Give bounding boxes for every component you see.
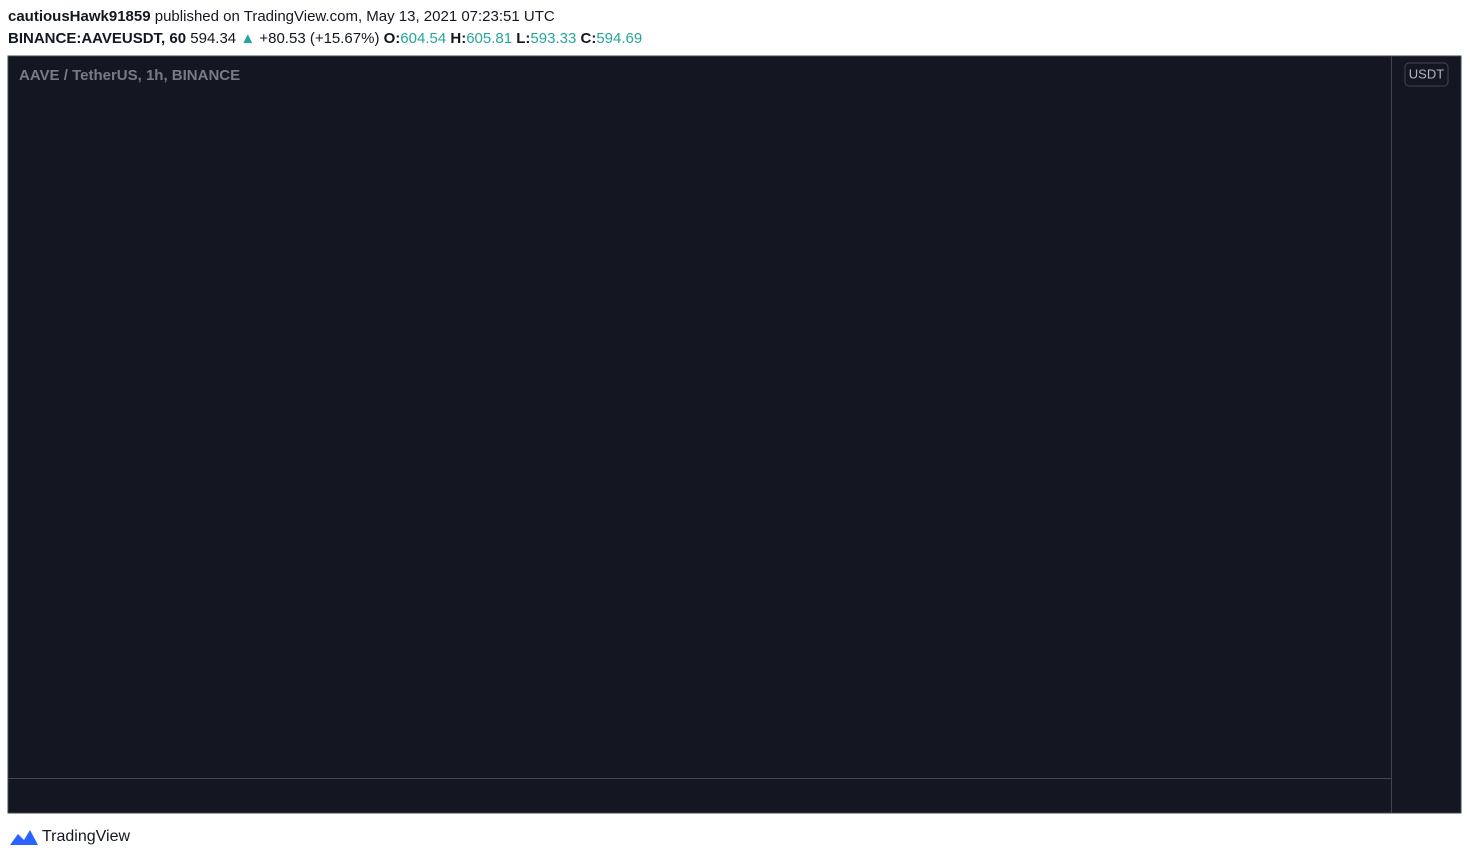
header-line: cautiousHawk91859 published on TradingVi… xyxy=(8,6,642,28)
header-line: BINANCE:AAVEUSDT, 60 594.34 ▲ +80.53 (+1… xyxy=(8,28,642,50)
chart-title: AAVE / TetherUS, 1h, BINANCE xyxy=(19,67,240,84)
last: 594.34 xyxy=(190,30,237,47)
ohlc-label: O: xyxy=(383,30,401,47)
change: +80.53 (+15.67%) xyxy=(259,30,380,47)
currency: USDT xyxy=(1409,66,1444,81)
chart-background xyxy=(7,55,1462,814)
change-arrow: ▲ xyxy=(240,30,256,47)
logo-icon xyxy=(10,830,38,845)
author: cautiousHawk91859 xyxy=(8,8,151,25)
ohlc-value: 604.54 xyxy=(400,30,447,47)
ohlc-label: H: xyxy=(450,30,467,47)
published: published on TradingView.com, May 13, 20… xyxy=(154,8,555,25)
ohlc-label: C: xyxy=(580,30,597,47)
ohlc-value: 593.33 xyxy=(530,30,577,47)
brand: TradingView xyxy=(42,828,130,845)
ohlc-value: 594.69 xyxy=(596,30,643,47)
ohlc-label: L: xyxy=(516,30,531,47)
logo: TradingView xyxy=(10,828,130,845)
currency-box xyxy=(1404,62,1449,87)
header: cautiousHawk91859 published on TradingVi… xyxy=(8,6,642,50)
ohlc-value: 605.81 xyxy=(466,30,513,47)
symbol: BINANCE:AAVEUSDT, 60 xyxy=(8,30,187,47)
ohlc: O:604.54 H:605.81 L:593.33 C:594.69 xyxy=(384,30,643,47)
